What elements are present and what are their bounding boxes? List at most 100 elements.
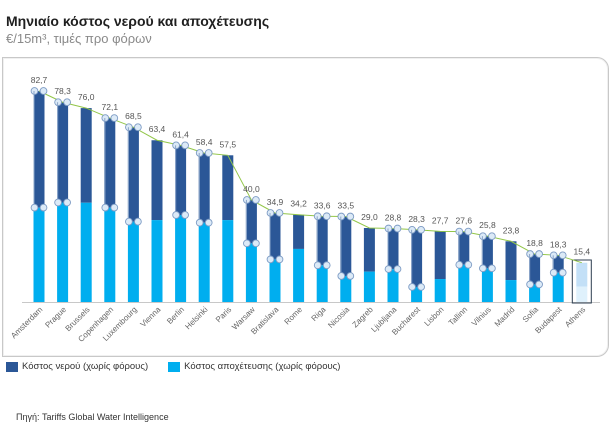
data-label-prague: 78,3: [54, 86, 71, 96]
bar-water-berlin[interactable]: [175, 145, 187, 215]
bar-water-amsterdam[interactable]: [33, 91, 45, 208]
bar-sewage-bucharest[interactable]: [411, 286, 423, 302]
bar-sewage-ljubljana[interactable]: [387, 269, 399, 302]
bar-water-bucharest[interactable]: [411, 229, 423, 287]
bar-sewage-brussels[interactable]: [80, 202, 92, 302]
selection-handle-berlin: [172, 211, 180, 219]
bar-water-luxembourg[interactable]: [127, 127, 139, 222]
x-tick-label-paris: Paris: [214, 305, 233, 324]
bar-water-athens[interactable]: [576, 262, 588, 287]
selection-handle-nicosia: [337, 272, 346, 280]
bar-sewage-helsinki[interactable]: [198, 222, 210, 302]
bar-water-lisbon[interactable]: [434, 231, 446, 280]
bar-sewage-vienna[interactable]: [151, 220, 163, 302]
selection-handle-luxembourg: [134, 123, 142, 132]
bar-sewage-vilnius[interactable]: [481, 268, 493, 302]
bar-water-budapest[interactable]: [552, 255, 564, 273]
x-tick-label-amsterdam: Amsterdam: [9, 305, 45, 341]
selection-handle-ljubljana: [384, 265, 393, 273]
bar-water-helsinki[interactable]: [198, 152, 210, 223]
bar-water-bratislava[interactable]: [269, 212, 281, 260]
bar-sewage-warsaw[interactable]: [245, 243, 257, 302]
bar-sewage-rome[interactable]: [293, 248, 305, 302]
bar-water-rome[interactable]: [293, 214, 305, 249]
legend-label-sewage: Κόστος αποχέτευσης (χωρίς φόρους): [184, 361, 341, 372]
bar-sewage-luxembourg[interactable]: [127, 221, 139, 302]
selection-handle-helsinki: [195, 149, 204, 157]
source-note: Πηγή: Tariffs Global Water Intelligence: [16, 412, 169, 422]
bar-sewage-zagreb[interactable]: [363, 271, 375, 302]
selection-handle-berlin: [181, 141, 189, 150]
data-label-copenhagen: 72,1: [102, 102, 119, 112]
selection-handle-luxembourg: [134, 217, 142, 226]
bar-sewage-tallinn[interactable]: [458, 264, 470, 302]
bar-sewage-berlin[interactable]: [175, 214, 187, 302]
bar-sewage-amsterdam[interactable]: [33, 207, 45, 302]
selection-handle-sofia: [535, 280, 543, 289]
data-label-budapest: 18,3: [550, 239, 567, 249]
bar-water-copenhagen[interactable]: [104, 118, 116, 208]
selection-handle-amsterdam: [39, 203, 48, 212]
bar-water-ljubljana[interactable]: [387, 228, 399, 270]
selection-handle-copenhagen: [101, 203, 110, 212]
bar-water-brussels[interactable]: [80, 108, 92, 203]
data-label-lisbon: 27,7: [432, 215, 449, 225]
bar-water-zagreb[interactable]: [363, 228, 375, 272]
data-label-warsaw: 40,0: [243, 184, 260, 194]
data-label-berlin: 61,4: [172, 129, 189, 139]
bar-sewage-paris[interactable]: [222, 220, 234, 302]
bar-water-nicosia[interactable]: [340, 216, 352, 276]
legend-item-water: Κόστος νερού (χωρίς φόρους): [6, 361, 148, 372]
bar-water-tallinn[interactable]: [458, 231, 470, 265]
bar-sewage-prague[interactable]: [57, 202, 69, 302]
data-label-brussels: 76,0: [78, 92, 95, 102]
selection-handle-sofia: [535, 250, 543, 258]
x-tick-label-madrid: Madrid: [493, 305, 517, 329]
legend-label-water: Κόστος νερού (χωρίς φόρους): [22, 361, 149, 372]
selection-handle-amsterdam: [30, 203, 39, 212]
bar-sewage-sofia[interactable]: [529, 284, 541, 302]
bar-water-vienna[interactable]: [151, 140, 163, 221]
selection-handle-vilnius: [479, 264, 487, 273]
bar-water-madrid[interactable]: [505, 241, 517, 281]
bar-water-vilnius[interactable]: [481, 236, 493, 269]
selection-handle-nicosia: [346, 272, 355, 280]
trend-line: [38, 90, 582, 264]
selection-handle-copenhagen: [110, 203, 119, 212]
selection-handle-riga: [313, 261, 322, 270]
selection-handle-helsinki: [204, 218, 213, 227]
data-label-nicosia: 33,5: [338, 201, 355, 211]
x-tick-label-nicosia: Nicosia: [326, 305, 351, 330]
selection-handle-nicosia: [346, 212, 355, 221]
bar-sewage-madrid[interactable]: [505, 280, 517, 302]
x-tick-label-vienna: Vienna: [139, 305, 163, 329]
selection-handle-warsaw: [252, 196, 260, 204]
bar-sewage-lisbon[interactable]: [434, 279, 446, 302]
bar-sewage-budapest[interactable]: [552, 272, 564, 302]
selection-handle-tallinn: [464, 260, 473, 269]
selection-handle-prague: [54, 198, 62, 207]
bar-sewage-copenhagen[interactable]: [104, 207, 116, 302]
selection-handle-sofia: [526, 280, 534, 289]
data-label-rome: 34,2: [290, 199, 307, 209]
bar-water-sofia[interactable]: [529, 254, 541, 285]
bar-sewage-athens[interactable]: [576, 286, 588, 302]
selection-handle-ljubljana: [393, 265, 402, 273]
bar-water-prague[interactable]: [57, 102, 69, 203]
selection-handle-ljubljana: [393, 224, 402, 233]
bar-sewage-riga[interactable]: [316, 265, 328, 302]
bar-sewage-bratislava[interactable]: [269, 259, 281, 302]
selection-handle-budapest: [558, 251, 567, 260]
bar-water-warsaw[interactable]: [245, 199, 257, 244]
data-label-luxembourg: 68,5: [125, 111, 142, 121]
selection-handle-budapest: [549, 268, 558, 277]
bar-water-paris[interactable]: [222, 155, 234, 221]
selection-handle-amsterdam: [39, 87, 48, 95]
legend: Κόστος νερού (χωρίς φόρους) Κόστος αποχέ…: [6, 361, 340, 372]
data-label-amsterdam: 82,7: [31, 75, 48, 85]
x-tick-label-budapest: Budapest: [533, 305, 564, 336]
selection-handle-vilnius: [488, 232, 496, 241]
bar-water-riga[interactable]: [316, 216, 328, 266]
bar-sewage-nicosia[interactable]: [340, 275, 352, 302]
x-tick-label-lisbon: Lisbon: [423, 305, 446, 328]
